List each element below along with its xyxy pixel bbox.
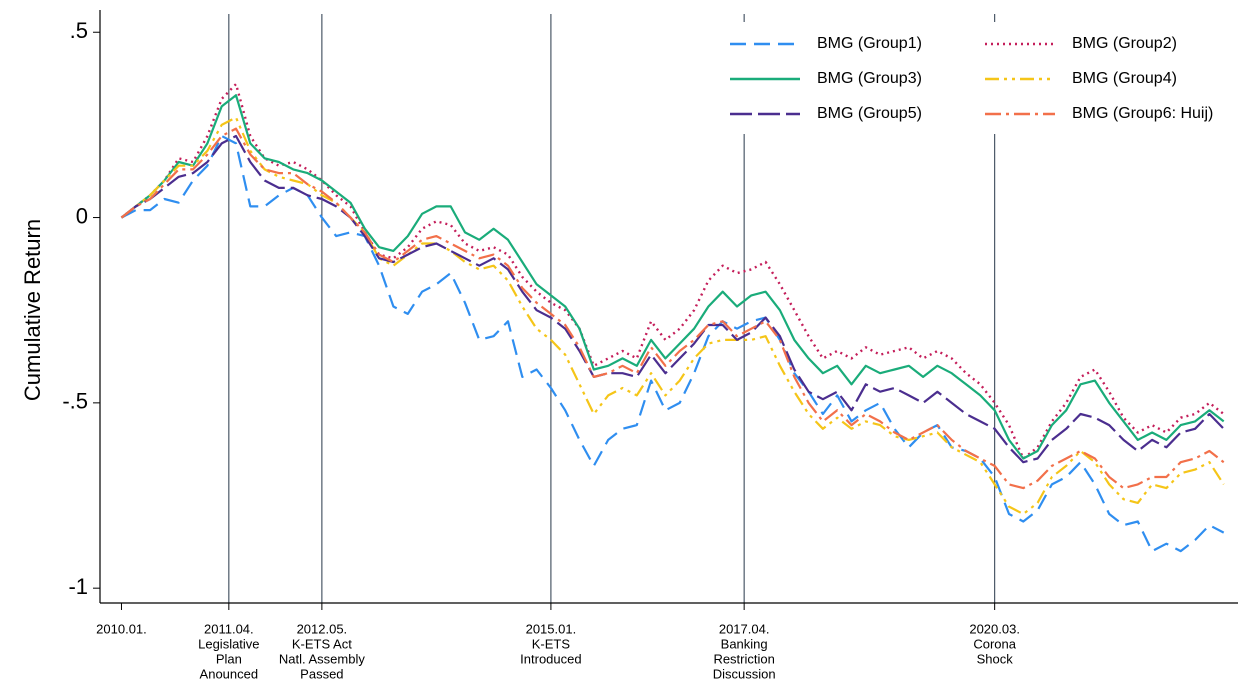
series-line (120, 94, 1225, 460)
event-label: Introduced (520, 651, 581, 666)
legend-label: BMG (Group1) (817, 35, 922, 52)
y-tick-label: -.5 (62, 389, 88, 414)
event-label: Banking (721, 636, 768, 651)
event-label: Anounced (200, 666, 259, 681)
legend-label: BMG (Group4) (1072, 70, 1177, 87)
event-label: Shock (977, 651, 1014, 666)
y-axis-label: Cumulative Return (20, 219, 45, 401)
series-line (120, 116, 1225, 516)
legend-label: BMG (Group2) (1072, 35, 1177, 52)
event-label: K-ETS Act (292, 636, 352, 651)
y-tick-label: 0 (76, 203, 88, 228)
series-line (120, 134, 1225, 464)
y-tick-label: .5 (70, 18, 88, 43)
legend-label: BMG (Group6: Huij) (1072, 105, 1213, 122)
event-label: Restriction (713, 651, 774, 666)
series-line (120, 82, 1225, 460)
x-tick-label: 2015.01. (526, 621, 577, 636)
series-line (120, 127, 1225, 490)
event-label: Corona (973, 636, 1016, 651)
legend-box (715, 22, 1235, 134)
event-label: Passed (300, 666, 343, 681)
event-label: Natl. Assembly (279, 651, 365, 666)
x-tick-label: 2011.04. (204, 621, 254, 636)
legend-label: BMG (Group5) (817, 105, 922, 122)
x-tick-label: 2012.05. (297, 621, 348, 636)
series-line (120, 134, 1225, 553)
x-tick-label: 2020.03. (969, 621, 1020, 636)
x-tick-label: 2017.04. (719, 621, 770, 636)
event-label: Discussion (713, 666, 776, 681)
y-tick-label: -1 (68, 574, 88, 599)
x-tick-label: 2010.01. (96, 621, 147, 636)
event-label: Legislative (198, 636, 259, 651)
series-layer (120, 82, 1225, 553)
event-label: K-ETS (532, 636, 571, 651)
event-label: Plan (216, 651, 242, 666)
axes-layer: .5 0 -.5 -1 2010.01. 2011.04. 2012.05. 2015.01.… (62, 10, 1238, 681)
legend-label: BMG (Group3) (817, 70, 922, 87)
